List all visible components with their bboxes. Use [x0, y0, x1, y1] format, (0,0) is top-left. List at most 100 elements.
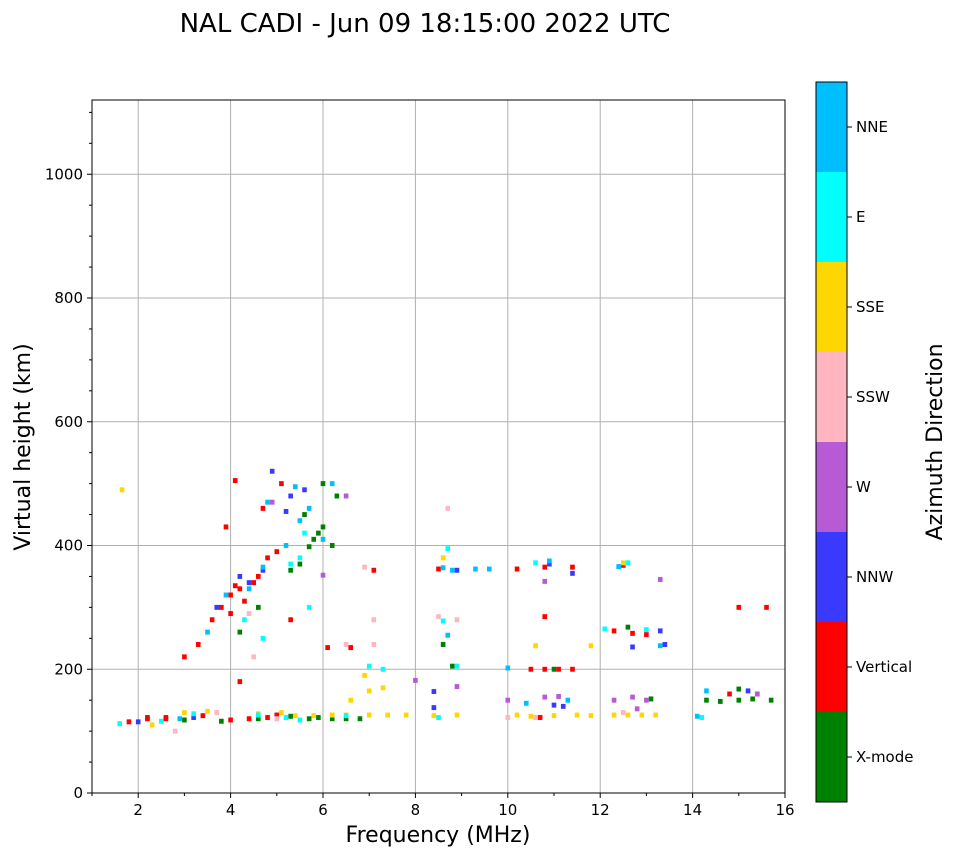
data-point — [274, 549, 280, 555]
data-point — [611, 628, 617, 634]
data-point — [279, 710, 284, 716]
data-point — [620, 560, 626, 566]
data-point — [329, 716, 335, 722]
data-point — [625, 624, 631, 630]
data-point — [403, 712, 409, 718]
data-point — [662, 642, 668, 647]
data-point — [126, 719, 132, 725]
colorbar-swatch — [816, 352, 847, 442]
series-e — [117, 530, 705, 727]
data-point — [269, 468, 275, 474]
y-tick-label: 200 — [54, 660, 83, 678]
data-point — [523, 700, 529, 706]
data-point — [320, 572, 326, 578]
data-point — [362, 564, 367, 570]
data-point — [228, 717, 233, 723]
data-point — [163, 716, 169, 722]
data-point — [560, 703, 566, 709]
data-point — [454, 712, 460, 718]
data-point — [436, 614, 441, 620]
data-point — [718, 698, 723, 704]
data-point — [288, 713, 293, 719]
data-point — [256, 604, 261, 610]
data-point — [630, 630, 635, 636]
data-point — [260, 505, 266, 511]
data-point — [768, 697, 774, 703]
y-tick-label: 600 — [54, 413, 83, 431]
data-point — [514, 566, 520, 572]
data-point — [283, 543, 289, 548]
data-point — [630, 694, 635, 700]
data-point — [329, 481, 335, 487]
data-point — [371, 567, 377, 573]
colorbar: X-mode Vertical NNW W SSW SSE E NNE — [815, 81, 913, 803]
data-point — [283, 508, 289, 514]
data-point — [205, 708, 210, 714]
data-point — [265, 555, 270, 561]
data-point — [551, 713, 557, 719]
data-point — [251, 580, 257, 586]
data-point — [625, 712, 631, 718]
data-point — [177, 716, 183, 722]
data-point — [505, 715, 511, 720]
data-point — [648, 696, 654, 702]
data-point — [611, 712, 617, 718]
data-point — [316, 715, 321, 720]
data-point — [556, 694, 561, 699]
data-point — [505, 665, 511, 671]
colorbar-tick-label: W — [856, 478, 871, 496]
x-tick-label: 10 — [498, 801, 517, 819]
data-point — [182, 654, 187, 660]
data-point — [182, 710, 187, 716]
colorbar-tick-label: Vertical — [856, 658, 912, 676]
data-point — [343, 493, 349, 499]
data-point — [288, 567, 293, 573]
data-point — [653, 712, 658, 718]
data-point — [320, 481, 326, 487]
data-point — [542, 614, 548, 620]
data-point — [657, 643, 663, 649]
colorbar-tick-label: SSW — [856, 388, 890, 406]
data-point — [288, 561, 293, 567]
data-point — [265, 499, 270, 505]
series-vertical — [126, 478, 769, 725]
data-point — [348, 697, 354, 703]
data-point — [274, 716, 280, 722]
series-sse — [119, 487, 658, 728]
data-point — [214, 604, 220, 610]
data-point — [570, 666, 575, 672]
data-point — [269, 499, 275, 505]
data-point — [172, 728, 178, 734]
data-point — [620, 562, 626, 568]
data-point — [570, 570, 575, 576]
data-point — [214, 710, 220, 716]
data-point — [431, 705, 437, 711]
data-point — [237, 586, 243, 592]
data-point — [644, 697, 649, 703]
data-point — [371, 642, 377, 647]
data-point — [265, 715, 270, 720]
data-point — [487, 566, 492, 572]
data-point — [260, 567, 266, 573]
data-point — [542, 694, 548, 700]
colorbar-swatch — [816, 262, 847, 352]
data-point — [311, 536, 317, 542]
data-point — [602, 626, 608, 632]
data-point — [570, 564, 575, 570]
data-point — [574, 712, 580, 718]
data-point — [542, 564, 548, 570]
data-point — [542, 578, 548, 584]
x-tick-label: 8 — [411, 801, 421, 819]
data-point — [445, 632, 451, 638]
data-point — [191, 711, 196, 717]
data-point — [362, 672, 367, 678]
data-point — [237, 573, 243, 579]
data-point — [450, 567, 455, 573]
data-point — [533, 643, 538, 649]
data-point — [302, 512, 307, 518]
data-point — [205, 629, 210, 635]
data-point — [704, 697, 709, 703]
data-point — [736, 697, 742, 703]
data-point — [436, 566, 441, 572]
